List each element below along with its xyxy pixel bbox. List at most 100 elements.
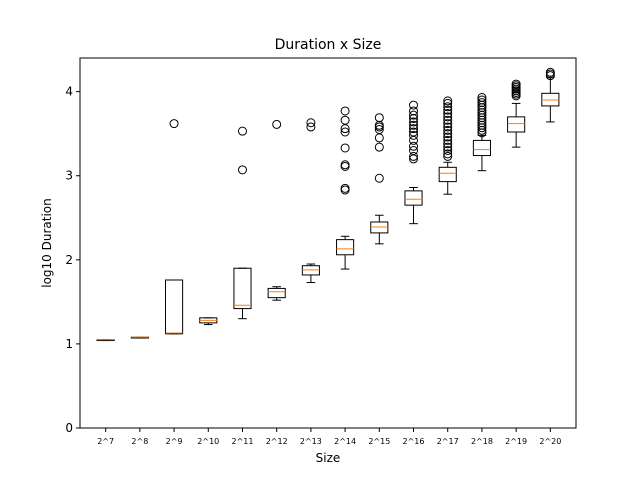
outlier-point bbox=[409, 100, 419, 110]
outlier-point bbox=[409, 106, 419, 116]
outlier-point bbox=[477, 98, 487, 108]
x-tick-label: 2^9 bbox=[166, 437, 183, 446]
outlier-point bbox=[409, 120, 419, 130]
outlier-point bbox=[443, 119, 453, 129]
outlier-point bbox=[306, 122, 316, 132]
y-tick-label: 4 bbox=[65, 85, 73, 99]
outlier-point bbox=[443, 105, 453, 115]
plot-area bbox=[96, 67, 560, 342]
box-2^8 bbox=[130, 336, 149, 339]
box-iqr bbox=[472, 139, 491, 157]
box-2^15 bbox=[370, 113, 389, 245]
box-2^18 bbox=[472, 93, 491, 172]
y-axis-label: log10 Duration bbox=[40, 198, 54, 288]
outlier-point bbox=[511, 79, 521, 89]
outlier-point bbox=[272, 119, 282, 129]
box-2^9 bbox=[165, 119, 184, 335]
outlier-point bbox=[443, 149, 453, 159]
x-tick-label: 2^7 bbox=[97, 437, 114, 446]
x-tick-label: 2^14 bbox=[334, 437, 356, 446]
box-2^7 bbox=[96, 339, 115, 342]
outlier-point bbox=[477, 95, 487, 105]
outlier-point bbox=[409, 130, 419, 140]
outlier-point bbox=[340, 106, 350, 116]
outlier-point bbox=[409, 151, 419, 161]
outlier-point bbox=[443, 129, 453, 139]
box-2^14 bbox=[336, 106, 355, 270]
outlier-point bbox=[169, 119, 179, 129]
outlier-point bbox=[443, 115, 453, 125]
box-2^12 bbox=[267, 119, 286, 301]
y-tick-label: 0 bbox=[65, 421, 73, 435]
outlier-point bbox=[340, 183, 350, 193]
outlier-point bbox=[545, 67, 555, 77]
outlier-point bbox=[443, 112, 453, 122]
x-axis-ticks: 2^7 2^8 2^9 2^10 2^11 2^12 2^13 2^14 2^15 2^16 2^1… bbox=[97, 428, 561, 446]
outlier-point bbox=[340, 160, 350, 170]
outlier-point bbox=[443, 102, 453, 112]
outlier-point bbox=[340, 143, 350, 153]
x-tick-label: 2^17 bbox=[437, 437, 459, 446]
outlier-point bbox=[374, 113, 384, 123]
box-iqr bbox=[165, 279, 184, 335]
box-iqr bbox=[267, 287, 286, 299]
outlier-point bbox=[374, 142, 384, 152]
x-tick-label: 2^16 bbox=[403, 437, 425, 446]
outlier-point bbox=[409, 141, 419, 151]
y-tick-label: 2 bbox=[65, 253, 73, 267]
outlier-point bbox=[443, 142, 453, 152]
box-2^11 bbox=[233, 126, 252, 320]
outlier-point bbox=[443, 96, 453, 106]
outlier-point bbox=[340, 127, 350, 137]
y-axis-ticks: 0 1 2 3 4 bbox=[65, 85, 80, 435]
x-axis-label: Size bbox=[316, 451, 341, 465]
outlier-point bbox=[409, 117, 419, 127]
outlier-point bbox=[443, 109, 453, 118]
outlier-point bbox=[409, 124, 419, 134]
x-tick-label: 2^8 bbox=[131, 437, 148, 446]
outlier-point bbox=[443, 98, 453, 108]
box-2^16 bbox=[404, 100, 423, 225]
box-2^10 bbox=[199, 317, 218, 326]
outlier-point bbox=[443, 122, 453, 132]
chart-title: Duration x Size bbox=[275, 37, 382, 53]
outlier-point bbox=[409, 110, 419, 120]
outlier-point bbox=[409, 127, 419, 137]
outlier-point bbox=[443, 132, 453, 142]
x-tick-label: 2^11 bbox=[231, 437, 253, 446]
x-tick-label: 2^15 bbox=[368, 437, 390, 446]
outlier-point bbox=[374, 173, 384, 183]
outlier-point bbox=[340, 115, 350, 125]
x-tick-label: 2^12 bbox=[266, 437, 288, 446]
x-tick-label: 2^20 bbox=[539, 437, 561, 446]
outlier-point bbox=[443, 125, 453, 135]
outlier-point bbox=[237, 126, 247, 136]
plot-frame bbox=[79, 57, 577, 429]
box-iqr bbox=[336, 239, 355, 256]
box-2^20 bbox=[541, 67, 560, 123]
outlier-point bbox=[306, 118, 316, 128]
box-iqr bbox=[507, 116, 526, 133]
outlier-point bbox=[237, 165, 247, 175]
box-2^17 bbox=[438, 96, 457, 195]
outlier-point bbox=[374, 124, 384, 134]
box-2^13 bbox=[301, 118, 320, 284]
box-iqr bbox=[438, 166, 457, 183]
box-iqr bbox=[404, 190, 423, 206]
outlier-point bbox=[443, 135, 453, 145]
box-iqr bbox=[233, 267, 252, 310]
outlier-point bbox=[477, 93, 487, 103]
outlier-point bbox=[443, 146, 453, 155]
outlier-point bbox=[443, 151, 453, 161]
y-tick-label: 3 bbox=[65, 169, 73, 183]
x-tick-label: 2^10 bbox=[197, 437, 219, 446]
x-tick-label: 2^18 bbox=[471, 437, 493, 446]
x-tick-label: 2^13 bbox=[300, 437, 322, 446]
box-2^19 bbox=[507, 79, 526, 148]
x-tick-label: 2^19 bbox=[505, 437, 527, 446]
outlier-point bbox=[443, 139, 453, 149]
y-tick-label: 1 bbox=[65, 337, 73, 351]
outlier-point bbox=[409, 146, 419, 155]
